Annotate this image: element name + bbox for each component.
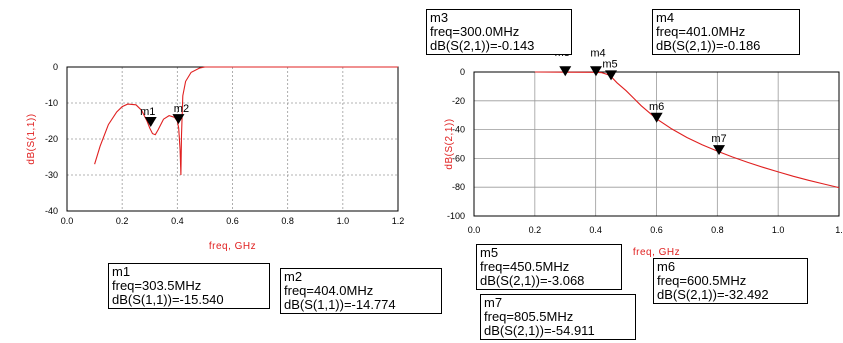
- x-tick-label: 0.0: [61, 216, 74, 226]
- s11-plot: 0.0 0.2 0.4 0.6 0.8 1.0 1.2 0 -10 -20 -30 -40 freq, …: [26, 62, 404, 252]
- marker-label: m6: [649, 101, 664, 113]
- marker-triangle: [605, 70, 618, 81]
- marker-triangle: [650, 112, 663, 123]
- y-tick-label: -40: [452, 125, 465, 135]
- marker-box-freq: freq=805.5MHz: [484, 309, 574, 324]
- marker-box-name: m4: [656, 10, 675, 25]
- s21-plot: 0.0 0.2 0.4 0.6 0.8 1.0 1.0-20-40-60-80-100fre…: [444, 47, 843, 258]
- marker-label: m4: [590, 47, 605, 59]
- marker-label: m2: [174, 103, 189, 115]
- y-tick-label: -60: [452, 153, 465, 163]
- x-tick-label: 1.2: [392, 216, 405, 226]
- x-tick-label: 0.4: [171, 216, 184, 226]
- marker-box-value: dB(S(1,1))=-14.774: [284, 297, 396, 312]
- y-tick-label: -30: [45, 170, 58, 180]
- marker-box-name: m5: [480, 245, 499, 260]
- x-axis-label: freq, GHz: [209, 241, 256, 252]
- y-tick-label: 0: [460, 67, 465, 77]
- x-tick-label: 0.8: [281, 216, 294, 226]
- plot-frame: [473, 71, 840, 217]
- series-line: [534, 71, 840, 189]
- y-axis-label: dB(S(2,1)): [444, 118, 455, 169]
- marker-box-m3: m3 freq=300.0MHz dB(S(2,1))=-0.143: [426, 9, 572, 55]
- marker-box-name: m3: [430, 10, 449, 25]
- marker-box-value: dB(S(2,1))=-0.143: [430, 38, 535, 53]
- marker-box-freq: freq=303.5MHz: [112, 278, 202, 293]
- y-tick-label: -100: [447, 211, 465, 221]
- marker-box-name: m1: [112, 264, 131, 279]
- marker-box-value: dB(S(2,1))=-54.911: [484, 323, 595, 338]
- marker-triangle: [172, 114, 185, 125]
- marker-box-freq: freq=404.0MHz: [284, 283, 374, 298]
- marker-triangle: [713, 145, 726, 156]
- x-tick-label: 0.0: [468, 225, 481, 235]
- marker-box-m7: m7 freq=805.5MHz dB(S(2,1))=-54.911: [480, 294, 636, 340]
- y-tick-label: -20: [452, 96, 465, 106]
- marker-box-name: m6: [657, 259, 676, 274]
- x-tick-label: 0.6: [226, 216, 239, 226]
- y-axis-label: dB(S(1,1)): [26, 113, 37, 164]
- x-tick-label: 0.8: [711, 225, 724, 235]
- marker-box-m6: m6 freq=600.5MHz dB(S(2,1))=-32.492: [653, 258, 808, 304]
- x-tick-label: 1.0: [337, 216, 350, 226]
- marker-box-name: m7: [484, 295, 503, 310]
- marker-box-m5: m5 freq=450.5MHz dB(S(2,1))=-3.068: [476, 244, 622, 290]
- x-tick-label: 0.6: [650, 225, 663, 235]
- marker-box-value: dB(S(2,1))=-0.186: [656, 38, 761, 53]
- x-tick-label: 0.2: [116, 216, 129, 226]
- x-tick-label: 1.: [835, 225, 843, 235]
- marker-box-name: m2: [284, 269, 303, 284]
- marker-triangle: [144, 116, 157, 127]
- marker-label: m7: [711, 133, 726, 145]
- x-tick-label: 1.0: [772, 225, 785, 235]
- marker-box-m2: m2 freq=404.0MHz dB(S(1,1))=-14.774: [280, 268, 442, 314]
- x-tick-label: 0.2: [529, 225, 542, 235]
- y-tick-label: 0: [53, 62, 58, 72]
- y-tick-label: -40: [45, 206, 58, 216]
- marker-box-freq: freq=450.5MHz: [480, 259, 570, 274]
- marker-label: m5: [602, 58, 617, 70]
- series-line: [94, 66, 398, 176]
- marker-box-m1: m1 freq=303.5MHz dB(S(1,1))=-15.540: [108, 263, 270, 309]
- marker-box-freq: freq=401.0MHz: [656, 24, 746, 39]
- x-tick-label: 0.4: [589, 225, 602, 235]
- y-tick-label: -10: [45, 98, 58, 108]
- y-tick-label: -80: [452, 182, 465, 192]
- marker-label: m1: [140, 106, 155, 118]
- marker-box-value: dB(S(1,1))=-15.540: [112, 292, 224, 307]
- marker-box-value: dB(S(2,1))=-32.492: [657, 287, 769, 302]
- marker-box-m4: m4 freq=401.0MHz dB(S(2,1))=-0.186: [652, 9, 800, 55]
- marker-triangle: [589, 66, 602, 77]
- marker-box-freq: freq=600.5MHz: [657, 273, 747, 288]
- marker-triangle: [559, 66, 572, 77]
- y-tick-label: -20: [45, 134, 58, 144]
- marker-box-freq: freq=300.0MHz: [430, 24, 520, 39]
- marker-box-value: dB(S(2,1))=-3.068: [480, 273, 585, 288]
- x-axis-label: freq, GHz: [633, 247, 680, 258]
